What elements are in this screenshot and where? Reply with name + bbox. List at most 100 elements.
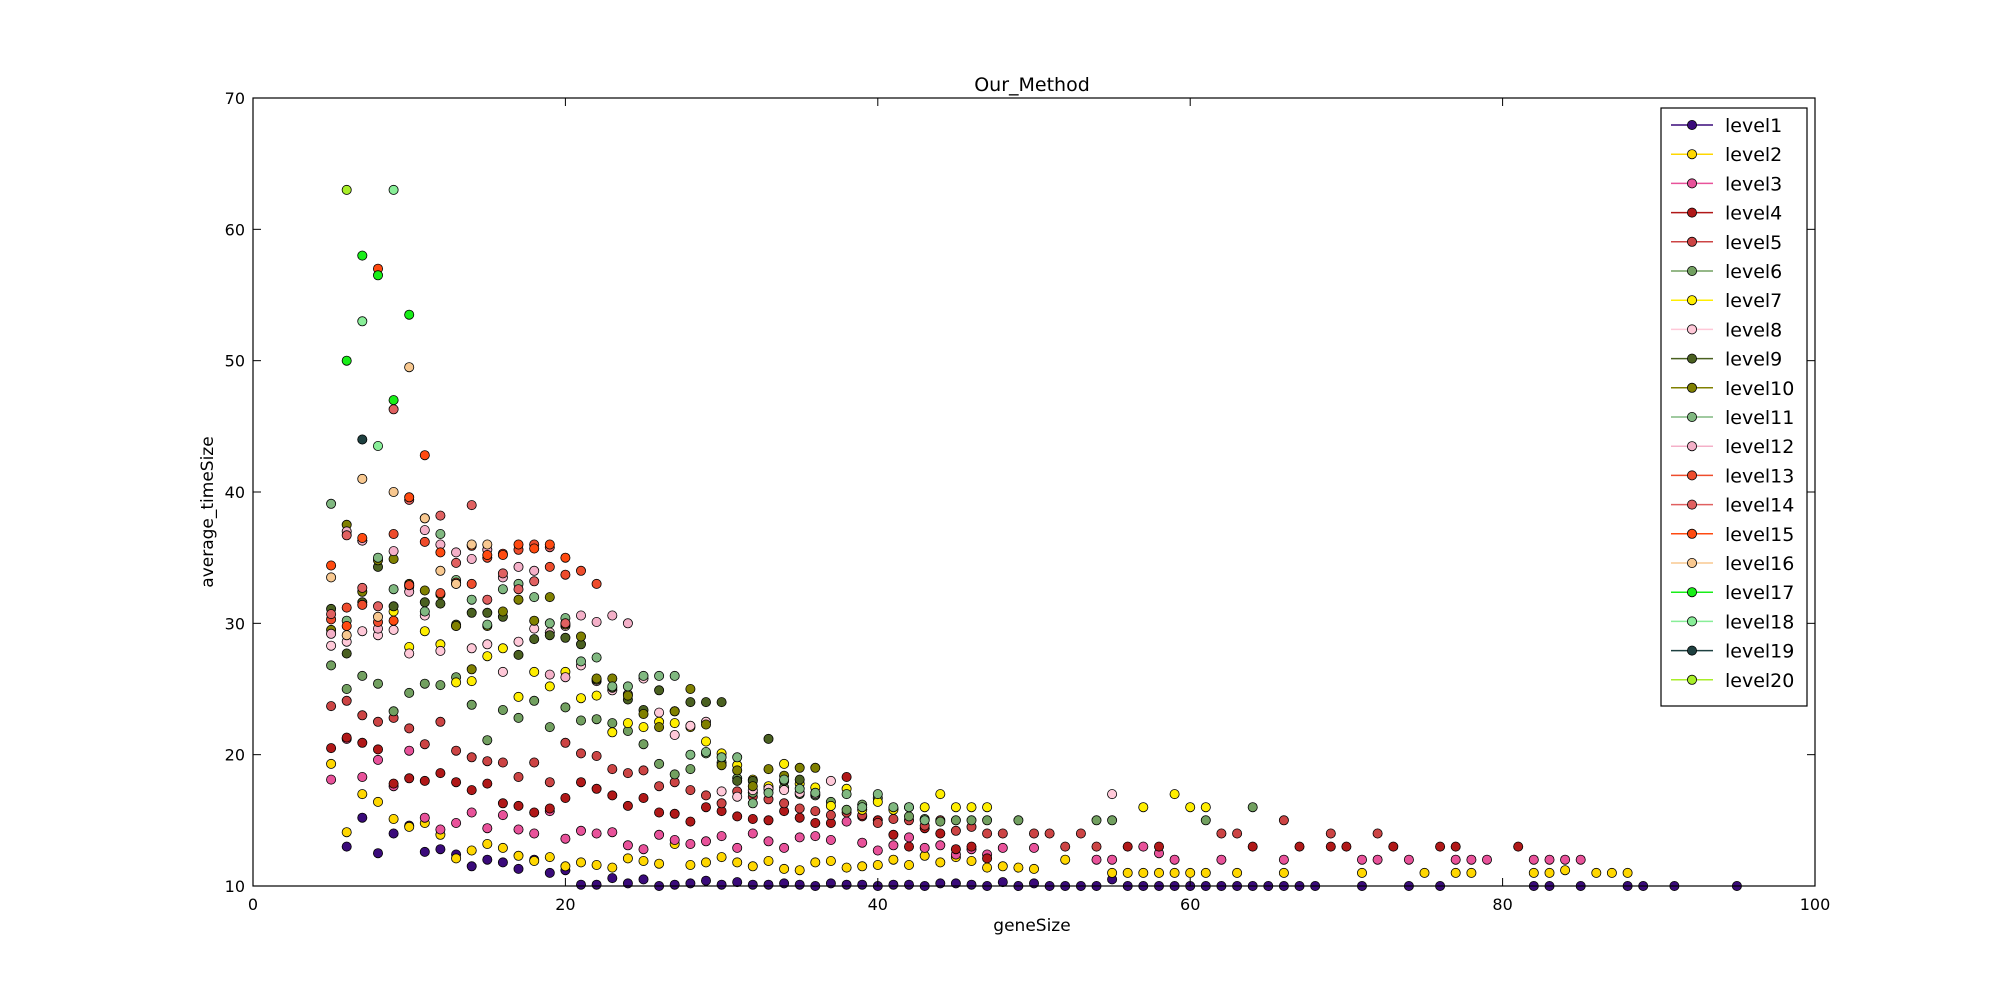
data-point-level6 xyxy=(841,804,852,815)
data-point-level5 xyxy=(435,716,446,727)
data-point-level4 xyxy=(950,844,961,855)
data-point-level8 xyxy=(404,648,415,659)
data-point-level4 xyxy=(513,800,524,811)
data-point-level16 xyxy=(404,362,415,373)
data-point-level4 xyxy=(451,777,462,788)
data-point-level11 xyxy=(497,584,508,595)
data-point-level2 xyxy=(544,852,555,863)
data-point-level5 xyxy=(779,798,790,809)
data-point-level9 xyxy=(466,607,477,618)
data-point-level20 xyxy=(341,184,352,195)
data-point-level11 xyxy=(576,656,587,667)
data-point-level2 xyxy=(1528,867,1539,878)
data-point-level5 xyxy=(451,745,462,756)
data-point-level5 xyxy=(1232,828,1243,839)
data-point-level9 xyxy=(529,634,540,645)
data-point-level12 xyxy=(513,561,524,572)
data-point-level3 xyxy=(685,839,696,850)
y-tick-label: 20 xyxy=(225,746,245,765)
data-point-level4 xyxy=(966,841,977,852)
data-point-level6 xyxy=(326,660,337,671)
data-point-level7 xyxy=(482,651,493,662)
data-point-level9 xyxy=(341,648,352,659)
data-point-level6 xyxy=(482,735,493,746)
data-point-level11 xyxy=(419,606,430,617)
data-point-level8 xyxy=(669,730,680,741)
data-point-level6 xyxy=(404,687,415,698)
data-point-level10 xyxy=(794,762,805,773)
data-point-level8 xyxy=(1107,789,1118,800)
legend-marker-level2 xyxy=(1687,149,1698,160)
data-point-level1 xyxy=(732,877,743,888)
data-point-level18 xyxy=(357,316,368,327)
data-point-level8 xyxy=(357,626,368,637)
data-point-level7 xyxy=(919,802,930,813)
data-point-level7 xyxy=(1200,802,1211,813)
data-point-level12 xyxy=(451,547,462,558)
data-point-level6 xyxy=(497,705,508,716)
data-point-level1 xyxy=(763,879,774,890)
data-point-level15 xyxy=(419,450,430,461)
data-point-level2 xyxy=(372,796,383,807)
data-point-level5 xyxy=(888,814,899,825)
legend-marker-level20 xyxy=(1687,674,1698,685)
data-point-level4 xyxy=(747,814,758,825)
data-point-level8 xyxy=(497,666,508,677)
data-point-level9 xyxy=(560,632,571,643)
data-point-level7 xyxy=(513,691,524,702)
data-point-level4 xyxy=(607,790,618,801)
data-point-level15 xyxy=(513,539,524,550)
legend-label-level7: level7 xyxy=(1725,290,1782,312)
data-point-level16 xyxy=(435,565,446,576)
data-point-level6 xyxy=(638,739,649,750)
data-point-level11 xyxy=(732,752,743,763)
data-point-level13 xyxy=(560,569,571,580)
legend-marker-level7 xyxy=(1687,295,1698,306)
data-point-level2 xyxy=(747,861,758,872)
data-point-level1 xyxy=(497,857,508,868)
data-point-level18 xyxy=(372,440,383,451)
data-point-level8 xyxy=(388,624,399,635)
data-point-level2 xyxy=(685,860,696,871)
data-point-level7 xyxy=(591,690,602,701)
data-point-level4 xyxy=(669,808,680,819)
data-point-level3 xyxy=(779,842,790,853)
data-point-level2 xyxy=(825,856,836,867)
data-point-level11 xyxy=(701,747,712,758)
legend-marker-level12 xyxy=(1687,441,1698,452)
data-point-level11 xyxy=(857,802,868,813)
x-axis-ticks: 0 20 40 60 80 100 xyxy=(248,98,1830,914)
data-point-level7 xyxy=(950,802,961,813)
data-point-level1 xyxy=(466,861,477,872)
data-point-level14 xyxy=(326,609,337,620)
data-point-level1 xyxy=(372,848,383,859)
data-point-level1 xyxy=(341,841,352,852)
data-point-level4 xyxy=(794,812,805,823)
data-point-level13 xyxy=(341,602,352,613)
data-point-level3 xyxy=(716,831,727,842)
data-point-level1 xyxy=(638,874,649,885)
data-point-level1 xyxy=(482,854,493,865)
data-point-level4 xyxy=(1122,841,1133,852)
data-point-level3 xyxy=(466,807,477,818)
data-point-level12 xyxy=(622,618,633,629)
legend-label-level2: level2 xyxy=(1725,144,1782,166)
data-point-level6 xyxy=(950,815,961,826)
data-point-level4 xyxy=(622,800,633,811)
legend-marker-level9 xyxy=(1687,353,1698,364)
data-point-level11 xyxy=(810,787,821,798)
data-point-level6 xyxy=(1013,815,1024,826)
data-point-level3 xyxy=(1216,854,1227,865)
legend-label-level14: level14 xyxy=(1725,495,1794,517)
data-point-level2 xyxy=(1060,854,1071,865)
data-point-level3 xyxy=(1029,842,1040,853)
data-point-level6 xyxy=(982,815,993,826)
data-point-level5 xyxy=(1325,828,1336,839)
data-point-level1 xyxy=(779,878,790,889)
data-point-level1 xyxy=(904,879,915,890)
data-point-level2 xyxy=(1200,867,1211,878)
data-point-level4 xyxy=(372,744,383,755)
data-point-level15 xyxy=(435,547,446,558)
data-point-level5 xyxy=(607,764,618,775)
data-point-level3 xyxy=(841,816,852,827)
